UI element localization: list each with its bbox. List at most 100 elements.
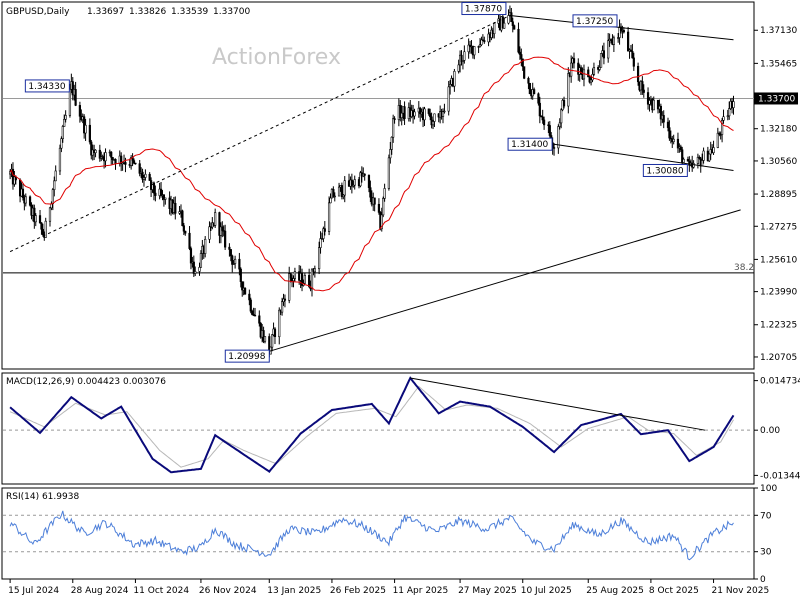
candle-body — [63, 118, 66, 127]
candle-body — [333, 195, 336, 198]
candle-body — [114, 159, 117, 165]
candle-body — [592, 67, 596, 75]
axes-layer: 1.37130 1.35465 1.33700 1.32180 1.30560 1.288… — [8, 26, 800, 596]
candle-body — [503, 22, 506, 29]
watermark: ActionForex — [212, 45, 341, 70]
candle-body — [178, 211, 181, 214]
candle-body — [447, 86, 450, 112]
candle-body — [164, 197, 167, 200]
candle-body — [248, 293, 251, 301]
candle-body — [28, 196, 32, 206]
candle-body — [353, 179, 356, 186]
rsi-y-tick-label: 70 — [760, 511, 772, 521]
candle-body — [214, 212, 217, 226]
candle-body — [243, 287, 247, 295]
candle-body — [636, 65, 640, 83]
candle-body — [234, 258, 237, 264]
candle-body — [457, 64, 460, 72]
candle-body — [427, 108, 430, 114]
candle-body — [389, 149, 392, 159]
candle-body — [617, 37, 620, 39]
macd-y-tick-label: -0.013442 — [760, 471, 800, 481]
candle-body — [599, 53, 603, 68]
candle-body — [696, 157, 699, 164]
candle-body — [483, 40, 486, 43]
candle-body — [258, 315, 261, 324]
candle-body — [572, 58, 576, 64]
candle-body — [390, 136, 393, 150]
candle-body — [340, 185, 344, 197]
price-layer: 38.2 1.34330 1.20998 1.37870 1.37250 1.31400 1… — [3, 2, 754, 363]
rsi-y-tick-label: 0 — [760, 575, 766, 585]
candle-body — [552, 147, 556, 149]
candle-body — [682, 158, 685, 163]
candle-body — [182, 225, 185, 232]
rsi-pane-frame — [1, 487, 755, 580]
price-header-low: 1.33539 — [171, 7, 208, 17]
candle-body — [453, 71, 456, 87]
candle-body — [642, 89, 645, 93]
candle-body — [194, 271, 197, 274]
candle-body — [701, 160, 704, 167]
candle-body — [104, 152, 107, 162]
candle-body — [154, 192, 157, 196]
candle-body — [373, 197, 376, 205]
price-annotation-label: 1.34330 — [28, 82, 65, 92]
x-tick-label: 8 Oct 2025 — [649, 586, 699, 596]
candle-body — [51, 189, 54, 204]
price-y-tick-label: 1.23990 — [760, 288, 797, 298]
candle-body — [443, 110, 446, 113]
candle-body — [669, 137, 672, 140]
candle-body — [383, 188, 386, 199]
candle-body — [533, 89, 536, 95]
moving-average-line — [9, 56, 734, 292]
candle-body — [219, 226, 222, 236]
price-annotation-box — [24, 79, 70, 93]
candle-body — [94, 149, 97, 154]
candle-body — [83, 116, 86, 134]
price-y-tick-label: 1.30560 — [760, 157, 797, 167]
x-tick-label: 11 Oct 2024 — [133, 586, 189, 596]
candle-body — [622, 30, 625, 33]
rsi-line — [9, 510, 734, 561]
candle-body — [722, 116, 725, 121]
price-header-close: 1.33700 — [213, 7, 250, 17]
candle-body — [289, 273, 292, 279]
candle-body — [192, 261, 195, 274]
candle-body — [141, 171, 144, 180]
candle-body — [184, 230, 187, 234]
price-annotation-box — [507, 137, 553, 151]
candle-body — [543, 119, 546, 126]
candle-body — [589, 79, 593, 83]
candle-body — [467, 44, 470, 53]
candle-body — [44, 220, 47, 238]
candle-body — [310, 269, 314, 290]
macd-trendline — [410, 377, 706, 431]
candle-body — [510, 12, 513, 23]
candle-body — [199, 253, 203, 268]
candle-body — [607, 40, 610, 59]
price-y-tick-label: 1.27275 — [760, 222, 797, 232]
price-trendline — [9, 15, 511, 253]
candle-body — [181, 210, 184, 226]
candle-body — [413, 111, 416, 117]
candle-body — [513, 25, 516, 30]
candle-body — [332, 189, 335, 198]
candle-body — [24, 196, 27, 204]
candle-body — [84, 124, 87, 134]
candle-body — [9, 171, 12, 175]
candle-body — [666, 121, 670, 128]
candle-body — [111, 156, 114, 160]
x-tick-label: 13 Jan 2025 — [267, 586, 321, 596]
price-y-tick-label: 1.35465 — [760, 59, 797, 69]
candle-body — [120, 155, 123, 165]
price-y-tick-label: 1.25610 — [760, 255, 797, 265]
candle-body — [271, 334, 274, 348]
candle-body — [327, 202, 331, 232]
x-tick-label: 26 Feb 2025 — [330, 586, 386, 596]
candle-body — [189, 248, 193, 264]
price-annotation-label: 1.37870 — [465, 5, 502, 15]
candle-body — [520, 54, 523, 60]
fib-level-label: 38.2 — [734, 263, 754, 273]
